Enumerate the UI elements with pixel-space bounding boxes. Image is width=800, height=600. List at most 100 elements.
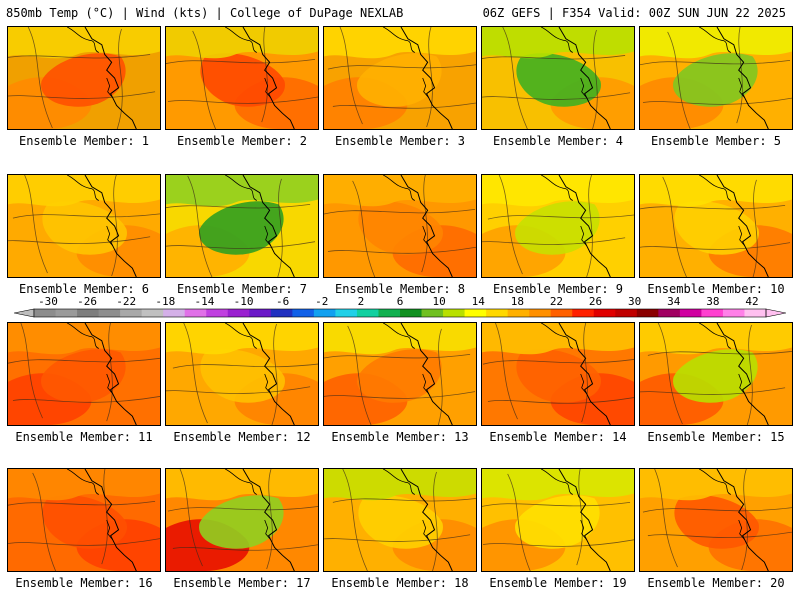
temperature-shading [515, 201, 600, 255]
temperature-shading [673, 53, 758, 107]
lake-shoreline [225, 323, 257, 349]
colorbar-tick-label: -30 [38, 295, 58, 308]
temperature-shading [482, 175, 634, 207]
colorbar-swatch [141, 309, 164, 317]
height-contour [332, 102, 476, 109]
lake-shoreline [67, 323, 99, 349]
temperature-shading [640, 323, 792, 355]
height-contour [32, 472, 57, 571]
height-contour [167, 96, 318, 104]
coastline [84, 27, 137, 129]
coastline [558, 469, 611, 571]
ensemble-member-label: Ensemble Member: 14 [489, 430, 627, 444]
height-contour [166, 58, 316, 65]
lake-shoreline [738, 225, 745, 246]
coastline [242, 469, 295, 571]
colorbar-tick-label: 34 [667, 295, 681, 308]
height-contour [332, 498, 476, 503]
height-contour [8, 357, 160, 364]
height-contour [324, 208, 476, 215]
height-contour [642, 507, 792, 513]
ensemble-member-label: Ensemble Member: 3 [334, 134, 466, 148]
ensemble-panel-20 [639, 468, 793, 572]
height-contour [324, 534, 471, 542]
colorbar-tick-label: -18 [155, 295, 176, 308]
lake-shoreline [264, 373, 271, 394]
ensemble-member-label: Ensemble Member: 19 [489, 576, 627, 590]
ensemble-panel-18 [323, 468, 477, 572]
height-contour [261, 27, 268, 123]
ensemble-panel-17 [165, 468, 319, 572]
height-contour [277, 178, 283, 277]
colorbar-swatch [34, 309, 57, 317]
ensemble-panel-2 [165, 26, 319, 130]
ensemble-member-label: Ensemble Member: 13 [331, 430, 469, 444]
ensemble-member-label: Ensemble Member: 10 [647, 282, 785, 296]
height-contour [24, 175, 48, 274]
temperature-shading [324, 27, 476, 59]
coastline [400, 175, 453, 277]
coastline [242, 323, 295, 425]
lake-shoreline [106, 373, 113, 394]
temperature-shading [357, 349, 442, 403]
temperature-shading [358, 495, 443, 549]
height-contour [487, 214, 634, 220]
height-contour [640, 387, 786, 395]
ensemble-member-label: Ensemble Member: 15 [647, 430, 785, 444]
colorbar-swatch [593, 309, 616, 317]
colorbar-tick-label: 26 [588, 295, 603, 308]
height-contour [662, 176, 687, 277]
height-contour [116, 28, 123, 129]
colorbar-swatch [55, 309, 78, 317]
height-contour [166, 386, 311, 394]
height-contour [8, 236, 151, 244]
ensemble-panel-14 [481, 322, 635, 426]
lake-shoreline [264, 225, 271, 246]
temperature-shading [42, 201, 127, 255]
height-contour [494, 323, 518, 420]
temperature-shading [674, 495, 759, 549]
coastline [242, 175, 295, 277]
lake-shoreline [422, 519, 429, 540]
height-contour [581, 323, 588, 423]
ensemble-panel-11 [7, 322, 161, 426]
colorbar-swatch [464, 309, 487, 317]
ensemble-panel-19 [481, 468, 635, 572]
ensemble-panel-15 [639, 322, 793, 426]
height-contour [183, 323, 208, 424]
height-contour [8, 54, 151, 59]
colorbar-swatch [486, 309, 509, 317]
lake-shoreline [67, 175, 99, 201]
lake-shoreline [580, 77, 587, 98]
lake-shoreline [67, 27, 99, 53]
lake-shoreline [699, 27, 731, 53]
lake-shoreline [264, 77, 271, 98]
lake-shoreline [225, 27, 257, 53]
height-contour [327, 246, 476, 254]
height-contour [106, 323, 113, 422]
coastline [84, 175, 137, 277]
ensemble-panel-13 [323, 322, 477, 426]
colorbar-swatch [270, 309, 293, 317]
height-contour [586, 175, 593, 277]
lake-shoreline [422, 77, 429, 98]
height-contour [166, 241, 316, 249]
height-contour [482, 539, 634, 547]
ensemble-member-label: Ensemble Member: 4 [492, 134, 624, 148]
colorbar-swatch [206, 309, 229, 317]
temperature-shading [41, 53, 126, 107]
colorbar-tick-label: 2 [357, 295, 365, 308]
colorbar-swatch [658, 309, 681, 317]
colorbar-tick-label: -22 [116, 295, 137, 308]
height-contour [324, 353, 471, 359]
colorbar-swatch [722, 309, 745, 317]
lake-shoreline [383, 469, 415, 495]
temperature-shading [8, 27, 160, 59]
colorbar-swatch [636, 309, 659, 317]
temperature-shading [199, 201, 284, 255]
height-contour [27, 27, 53, 129]
ensemble-panel-4 [481, 26, 635, 130]
height-contour [482, 237, 626, 245]
lake-shoreline [580, 225, 587, 246]
height-contour [507, 473, 531, 571]
